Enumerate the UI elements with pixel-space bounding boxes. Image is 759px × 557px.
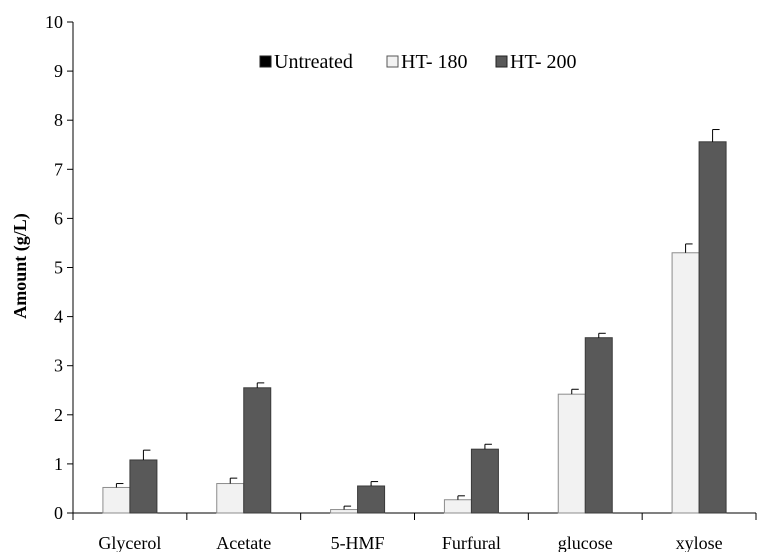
bar xyxy=(129,459,158,514)
x-category-label: 5-HMF xyxy=(331,533,385,552)
y-tick-label: 8 xyxy=(54,110,63,130)
bar xyxy=(357,485,386,514)
bars xyxy=(102,141,727,514)
y-tick-label: 9 xyxy=(54,61,63,81)
axes xyxy=(67,21,757,520)
legend-swatch xyxy=(495,55,508,68)
legend-label: Untreated xyxy=(274,51,353,73)
x-category-label: Acetate xyxy=(216,533,271,552)
y-axis-label: Amount (g/L) xyxy=(10,213,31,319)
bar xyxy=(671,252,700,514)
legend-label: HT- 180 xyxy=(401,51,467,73)
y-tick-label: 2 xyxy=(54,405,63,425)
bar xyxy=(216,483,245,514)
bar xyxy=(557,393,586,514)
error-bars xyxy=(115,129,720,510)
y-tick-label: 4 xyxy=(54,307,63,327)
x-category-label: glucose xyxy=(558,533,613,552)
x-category-label: xylose xyxy=(676,533,723,552)
legend-label: HT- 200 xyxy=(510,51,576,73)
bar xyxy=(102,486,131,514)
y-tick-label: 7 xyxy=(54,159,63,179)
bar xyxy=(330,509,359,514)
bar xyxy=(698,141,727,514)
y-tick-label: 1 xyxy=(54,454,63,474)
x-category-label: Glycerol xyxy=(98,533,161,552)
y-tick-label: 0 xyxy=(54,503,63,523)
legend-swatch xyxy=(386,55,399,68)
bar xyxy=(584,337,613,514)
y-tick-label: 5 xyxy=(54,258,63,278)
axis-labels: 0 1 2 3 4 5 6 7 8 9 10 Glycerol Acetate 5-HMF Furfural… xyxy=(45,12,723,553)
legend: Untreated HT- 180 HT- 200 xyxy=(259,51,576,73)
bar xyxy=(243,387,272,514)
bar xyxy=(470,448,499,514)
x-category-label: Furfural xyxy=(442,533,501,552)
y-tick-label: 6 xyxy=(54,208,63,228)
y-tick-label: 10 xyxy=(45,12,63,32)
y-tick-label: 3 xyxy=(54,356,63,376)
bar xyxy=(443,499,472,514)
legend-swatch xyxy=(259,55,272,68)
